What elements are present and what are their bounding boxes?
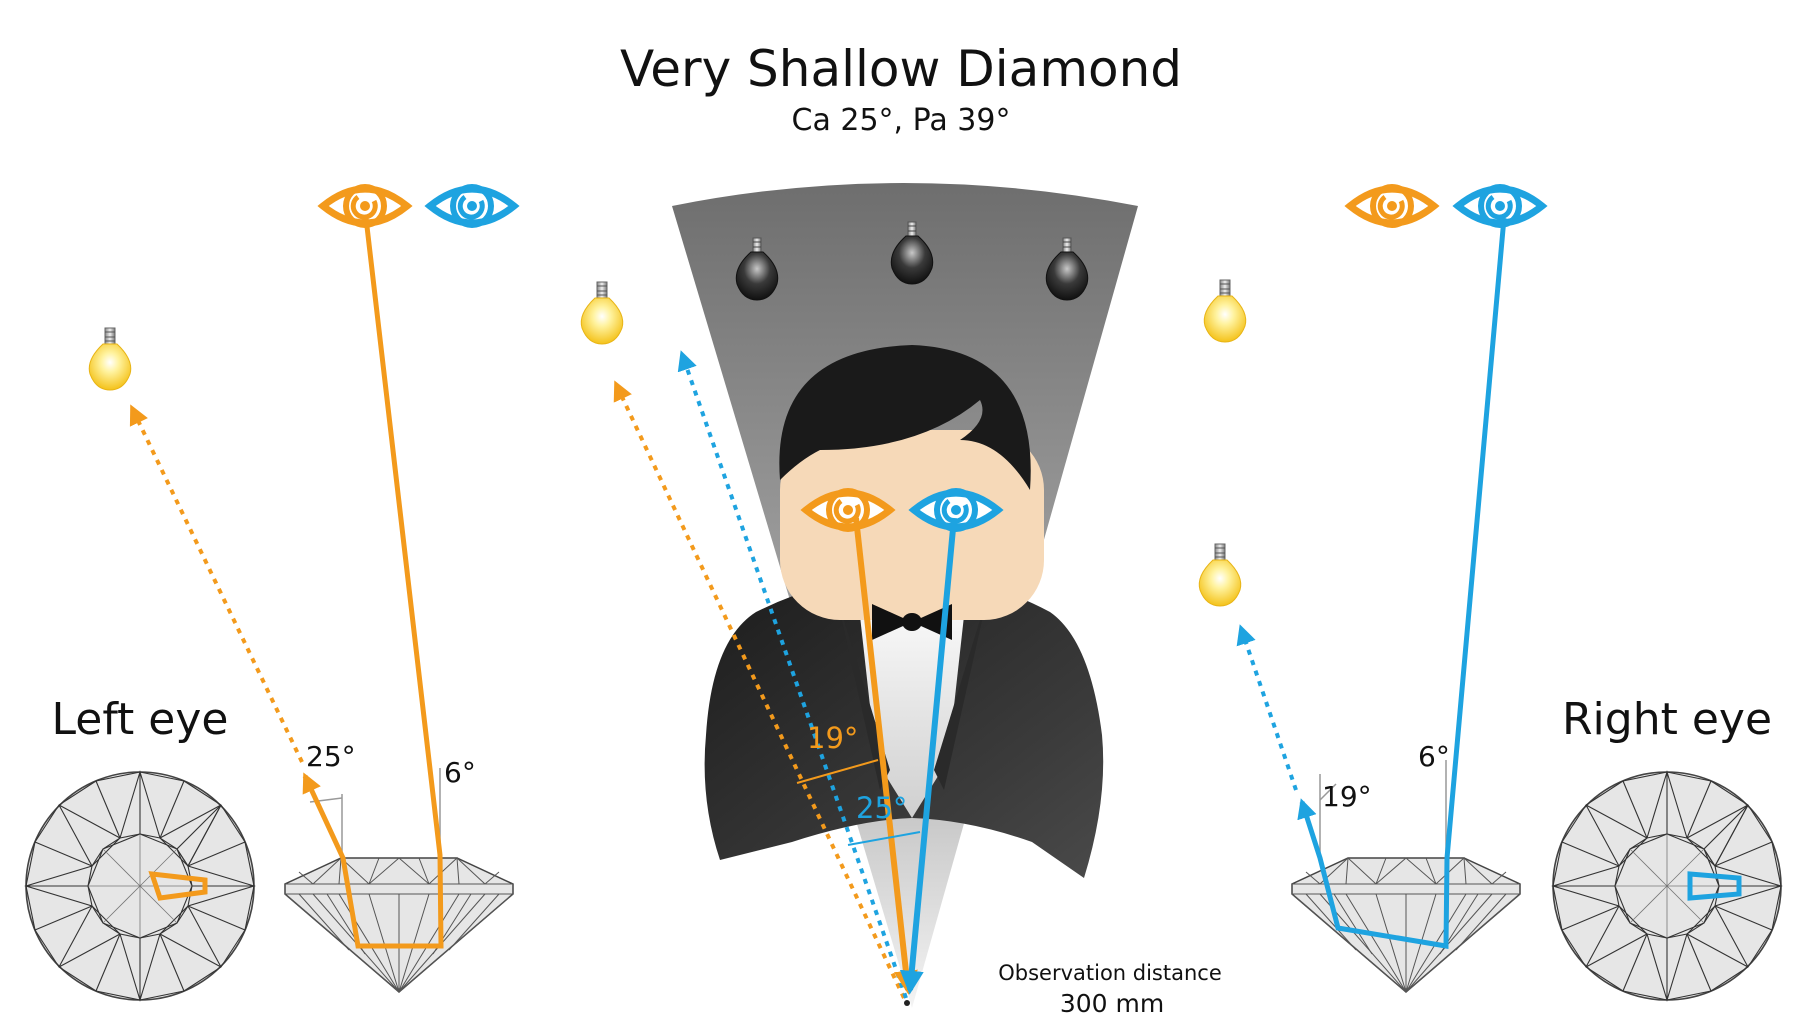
diagram-title: Very Shallow Diamond <box>620 40 1182 98</box>
left-eye-label: Left eye <box>52 694 229 745</box>
observation-point <box>904 1000 910 1006</box>
left-ray-path <box>302 217 444 949</box>
left-highlight-outline <box>148 871 208 901</box>
right-highlight-outline <box>1687 871 1742 901</box>
eye-icon <box>1458 187 1542 225</box>
ray-blue-solid <box>899 517 957 995</box>
diamond-top-view <box>25 771 255 1001</box>
angle-label-right-return: 19° <box>1322 780 1372 813</box>
angle-label-left-in: 6° <box>444 756 476 789</box>
right-ray-dotted <box>1236 624 1298 791</box>
diamond-top-view <box>1552 771 1782 1001</box>
angle-label-left-return: 25° <box>306 740 356 773</box>
ray-blue-dotted <box>677 350 908 999</box>
eye-icon <box>1350 187 1434 225</box>
bulb-icon <box>88 327 132 391</box>
right-eye-label: Right eye <box>1562 694 1772 745</box>
diagram-subtitle: Ca 25°, Pa 39° <box>792 103 1011 138</box>
bulb-icon <box>1198 543 1242 607</box>
angle-label-right-in: 6° <box>1418 740 1450 773</box>
angle-label-center-blue: 25° <box>856 791 907 825</box>
bulb-icon <box>580 281 624 345</box>
observation-distance-value: 300 mm <box>1060 989 1164 1018</box>
diamond-profile <box>284 857 514 993</box>
right-ray-path <box>1297 217 1507 949</box>
angle-label-center-orange: 19° <box>807 721 858 755</box>
observation-distance-label: Observation distance <box>998 961 1222 985</box>
observer-figure <box>704 345 1104 878</box>
ray-orange-dotted <box>613 380 906 999</box>
bulb-icon <box>1203 279 1247 343</box>
ray-orange-solid <box>853 517 918 995</box>
eye-icon <box>430 187 514 225</box>
